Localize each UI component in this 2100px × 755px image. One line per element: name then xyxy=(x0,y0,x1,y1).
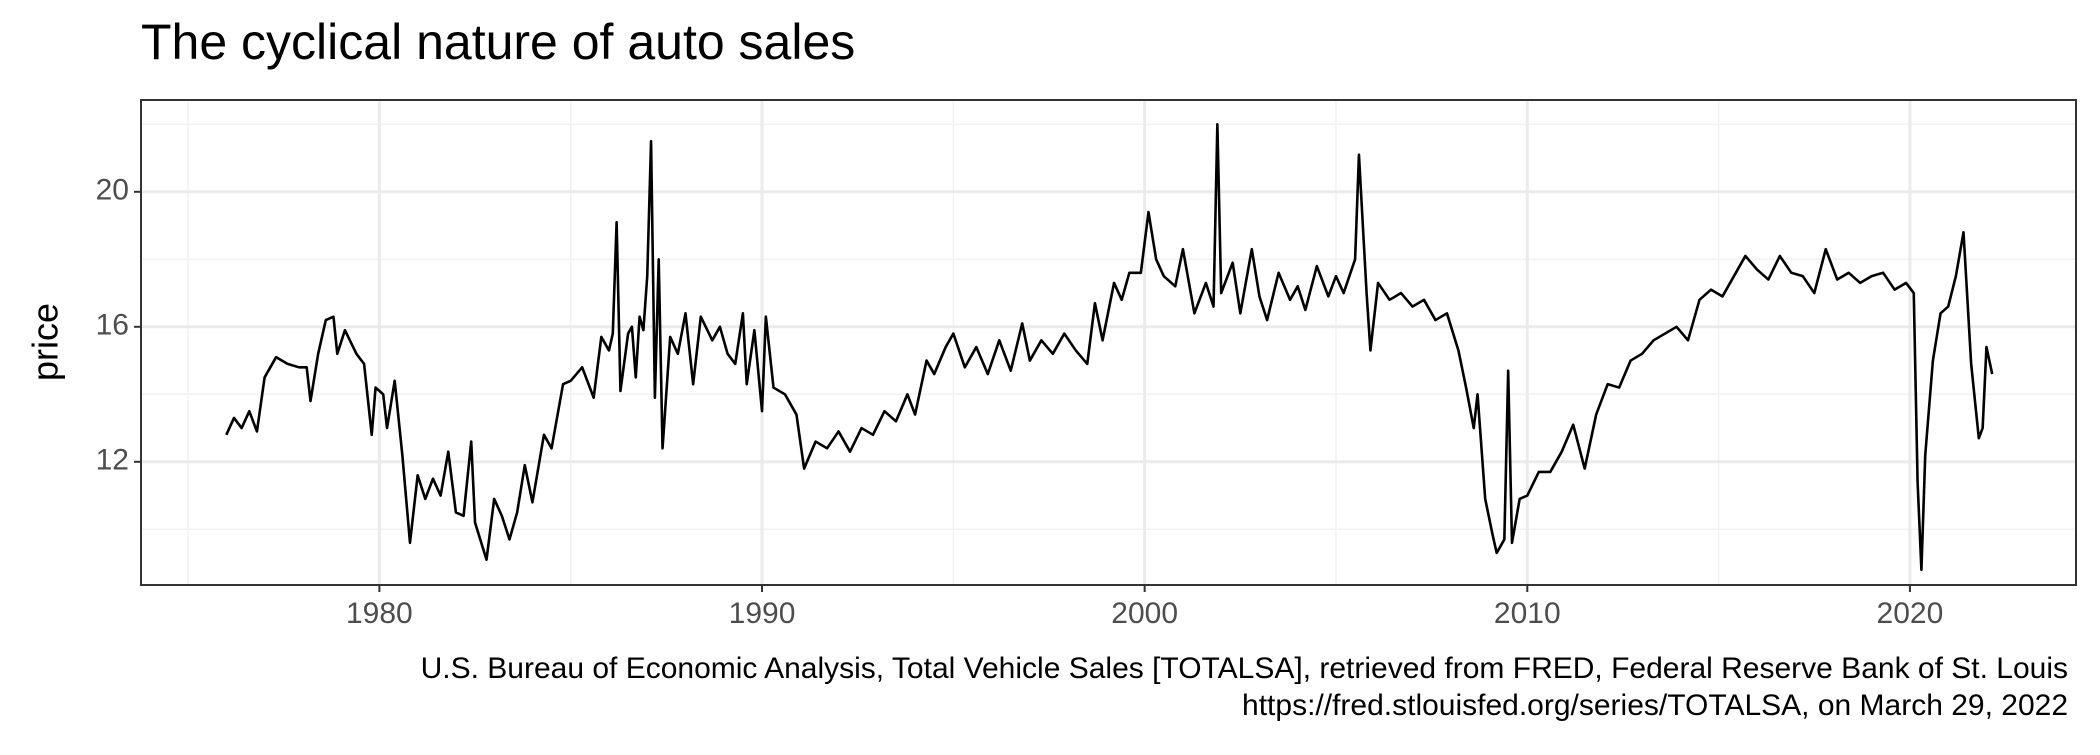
plot-border xyxy=(140,99,2077,586)
x-tick-label: 1990 xyxy=(729,597,796,630)
x-tick-label: 1980 xyxy=(346,597,413,630)
x-tick-label: 2020 xyxy=(1877,597,1944,630)
caption: https://fred.stlouisfed.org/series/TOTAL… xyxy=(1242,689,2068,722)
y-axis-label: price xyxy=(25,303,66,381)
x-tick-label: 2010 xyxy=(1494,597,1561,630)
x-tick-label: 2000 xyxy=(1111,597,1178,630)
y-tick-label: 20 xyxy=(96,174,129,207)
data-line xyxy=(225,123,1994,572)
caption: U.S. Bureau of Economic Analysis, Total … xyxy=(421,652,2068,685)
y-tick-label: 12 xyxy=(96,444,129,477)
chart-title: The cyclical nature of auto sales xyxy=(141,14,855,70)
y-tick-label: 16 xyxy=(96,309,129,342)
